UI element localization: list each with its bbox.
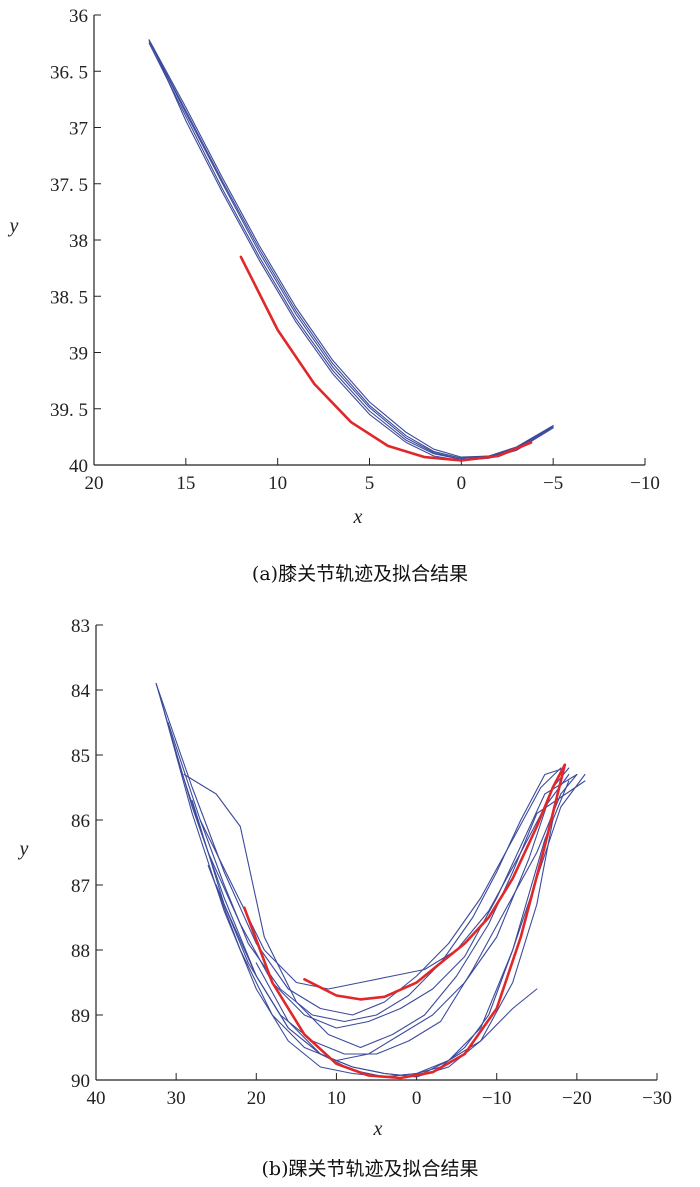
panel-b-measured-trajectory — [199, 767, 566, 1023]
panel-b-measured-trajectory — [191, 780, 570, 1078]
panel-b-measured-trajectory — [155, 682, 554, 1078]
panel-b-measured-trajectory — [207, 767, 570, 1062]
panel-a-x-tick-label: −5 — [543, 473, 563, 494]
panel-a-measured-trajectory — [150, 43, 552, 460]
panel-a-caption: (a)膝关节轨迹及拟合结果 — [252, 563, 468, 585]
panel-b-caption: (b)踝关节轨迹及拟合结果 — [262, 1158, 479, 1180]
panel-b-y-tick-label: 86 — [71, 811, 90, 832]
panel-a-y-tick-label: 37 — [69, 119, 88, 140]
panel-b-measured-trajectory — [183, 773, 586, 1049]
panel-a-x-tick-label: 5 — [365, 473, 375, 494]
panel-a-x-tick-label: 20 — [85, 473, 104, 494]
panel-a-y-tick-label: 38 — [69, 231, 88, 252]
panel-a-y-tick-label: 36 — [69, 6, 88, 27]
panel-a-y-tick-label: 36. 5 — [50, 62, 88, 83]
panel-b-y-tick-label: 87 — [71, 876, 90, 897]
panel-a-y-tick-label: 40 — [69, 456, 88, 477]
panel-b-measured-trajectory — [167, 721, 570, 990]
panel-b-measured-trajectory — [175, 754, 578, 1029]
panel-b-x-tick-label: −20 — [562, 1088, 592, 1109]
panel-a-measured-trajectory — [148, 42, 554, 460]
panel-b-y-tick-label: 88 — [71, 941, 90, 962]
panel-b-fitted-curve — [303, 763, 567, 1001]
panel-a-y-tick-label: 38. 5 — [50, 287, 88, 308]
panel-a-y-tick-label: 39. 5 — [50, 400, 88, 421]
panel-a-fitted-curve — [239, 255, 533, 462]
panel-b-measured-trajectory — [255, 962, 538, 1078]
panel-b-y-tick-label: 83 — [71, 616, 90, 637]
panel-a-y-tick-label: 39 — [69, 344, 88, 365]
panel-a-x-tick-label: −10 — [630, 473, 660, 494]
panel-b-fitted-curve — [243, 763, 567, 1080]
panel-a-measured-trajectory — [152, 45, 551, 462]
panel-b-x-tick-label: 20 — [247, 1088, 266, 1109]
panel-b-x-tick-label: 30 — [167, 1088, 186, 1109]
panel-b-y-tick-label: 85 — [71, 746, 90, 767]
panel-a-y-axis-title: y — [8, 215, 19, 237]
panel-a-x-axis-title: x — [353, 506, 363, 528]
panel-a-y-tick-label: 37. 5 — [50, 175, 88, 196]
panel-b-y-tick-label: 90 — [71, 1071, 90, 1092]
panel-a-x-tick-label: 0 — [457, 473, 467, 494]
panel-b-y-tick-label: 89 — [71, 1006, 90, 1027]
panel-a-knee-trajectory: (a)膝关节轨迹及拟合结果 x y 36 36. 5 37 37. 5 38 38. 5 3… — [8, 6, 660, 585]
panel-b-x-tick-label: 10 — [327, 1088, 346, 1109]
panel-b-y-axis-title: y — [18, 838, 29, 860]
panel-b-x-tick-label: 0 — [412, 1088, 422, 1109]
panel-b-x-tick-label: −10 — [482, 1088, 512, 1109]
panel-b-x-tick-label: −30 — [642, 1088, 672, 1109]
panel-a-x-tick-label: 15 — [176, 473, 195, 494]
panel-b-x-tick-label: 40 — [87, 1088, 106, 1109]
panel-b-x-axis-title: x — [373, 1118, 383, 1140]
panel-b-y-tick-label: 84 — [71, 681, 91, 702]
panel-b-measured-trajectory — [155, 682, 562, 1016]
panel-a-measured-trajectory — [148, 40, 554, 459]
panel-a-x-tick-label: 10 — [268, 473, 287, 494]
